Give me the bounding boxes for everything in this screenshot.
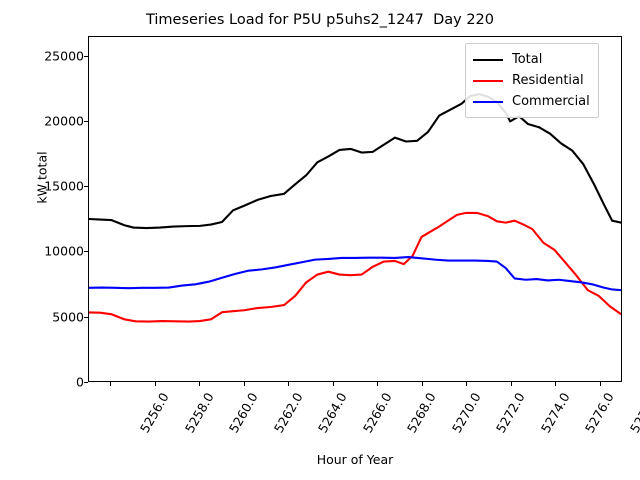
chart-title: Timeseries Load for P5U p5uhs2_1247 Day … xyxy=(145,12,495,28)
y-tick-label: 0 xyxy=(76,374,84,390)
legend-label: Residential xyxy=(512,73,584,88)
y-tick-mark xyxy=(84,382,88,383)
series-line-total xyxy=(89,94,621,228)
legend-item-total[interactable]: Total xyxy=(473,49,590,70)
x-tick-label: 5278.0 xyxy=(626,390,640,436)
y-tick-mark xyxy=(84,316,88,318)
series-line-commercial xyxy=(89,257,621,290)
x-tick-mark xyxy=(154,382,156,386)
y-tick-labels: 0 5000 10000 15000 20000 25000 xyxy=(0,0,84,480)
plot-area xyxy=(88,36,622,382)
y-tick-label: 15000 xyxy=(44,178,84,194)
legend-line-swatch xyxy=(473,58,503,61)
legend-line-swatch xyxy=(473,79,503,82)
x-tick-label: 5262.0 xyxy=(270,390,306,436)
x-tick-label: 5274.0 xyxy=(537,390,573,436)
x-tick-label: 5266.0 xyxy=(359,390,395,436)
legend-item-residential[interactable]: Residential xyxy=(473,70,590,91)
plot-lines xyxy=(89,37,621,381)
x-axis-label: Hour of Year xyxy=(316,452,394,467)
x-tick-label: 5258.0 xyxy=(181,390,217,436)
x-tick-label: 5256.0 xyxy=(137,390,172,436)
y-tick-label: 20000 xyxy=(44,113,84,129)
x-tick-mark xyxy=(599,382,601,386)
series-line-residential xyxy=(89,213,621,322)
y-tick-marks xyxy=(84,0,90,480)
y-tick-mark xyxy=(84,186,88,188)
y-tick-label: 5000 xyxy=(52,309,84,325)
legend-line-swatch xyxy=(473,100,503,103)
chart-legend: Total Residential Commercial xyxy=(465,43,599,118)
x-tick-mark xyxy=(332,382,334,386)
x-tick-label: 5276.0 xyxy=(582,390,617,436)
x-tick-label: 5272.0 xyxy=(493,390,528,436)
x-tick-label: 5260.0 xyxy=(226,390,261,436)
x-tick-mark xyxy=(199,382,201,386)
x-tick-mark xyxy=(110,382,112,386)
x-tick-mark xyxy=(555,382,557,386)
legend-label: Total xyxy=(512,52,543,67)
x-tick-mark xyxy=(466,382,468,386)
x-tick-mark xyxy=(510,382,512,386)
x-tick-label: 5268.0 xyxy=(404,390,439,436)
x-tick-mark xyxy=(243,382,245,386)
x-tick-mark xyxy=(421,382,423,386)
y-tick-mark xyxy=(84,55,88,57)
x-tick-label: 5270.0 xyxy=(448,390,484,436)
y-tick-mark xyxy=(84,120,88,122)
x-tick-label: 5264.0 xyxy=(315,390,350,436)
x-tick-mark xyxy=(377,382,379,386)
legend-label: Commercial xyxy=(512,94,590,109)
y-tick-mark xyxy=(84,251,88,253)
x-tick-mark xyxy=(288,382,290,386)
legend-item-commercial[interactable]: Commercial xyxy=(473,91,590,112)
y-tick-label: 25000 xyxy=(44,48,84,64)
y-tick-label: 10000 xyxy=(44,243,84,259)
